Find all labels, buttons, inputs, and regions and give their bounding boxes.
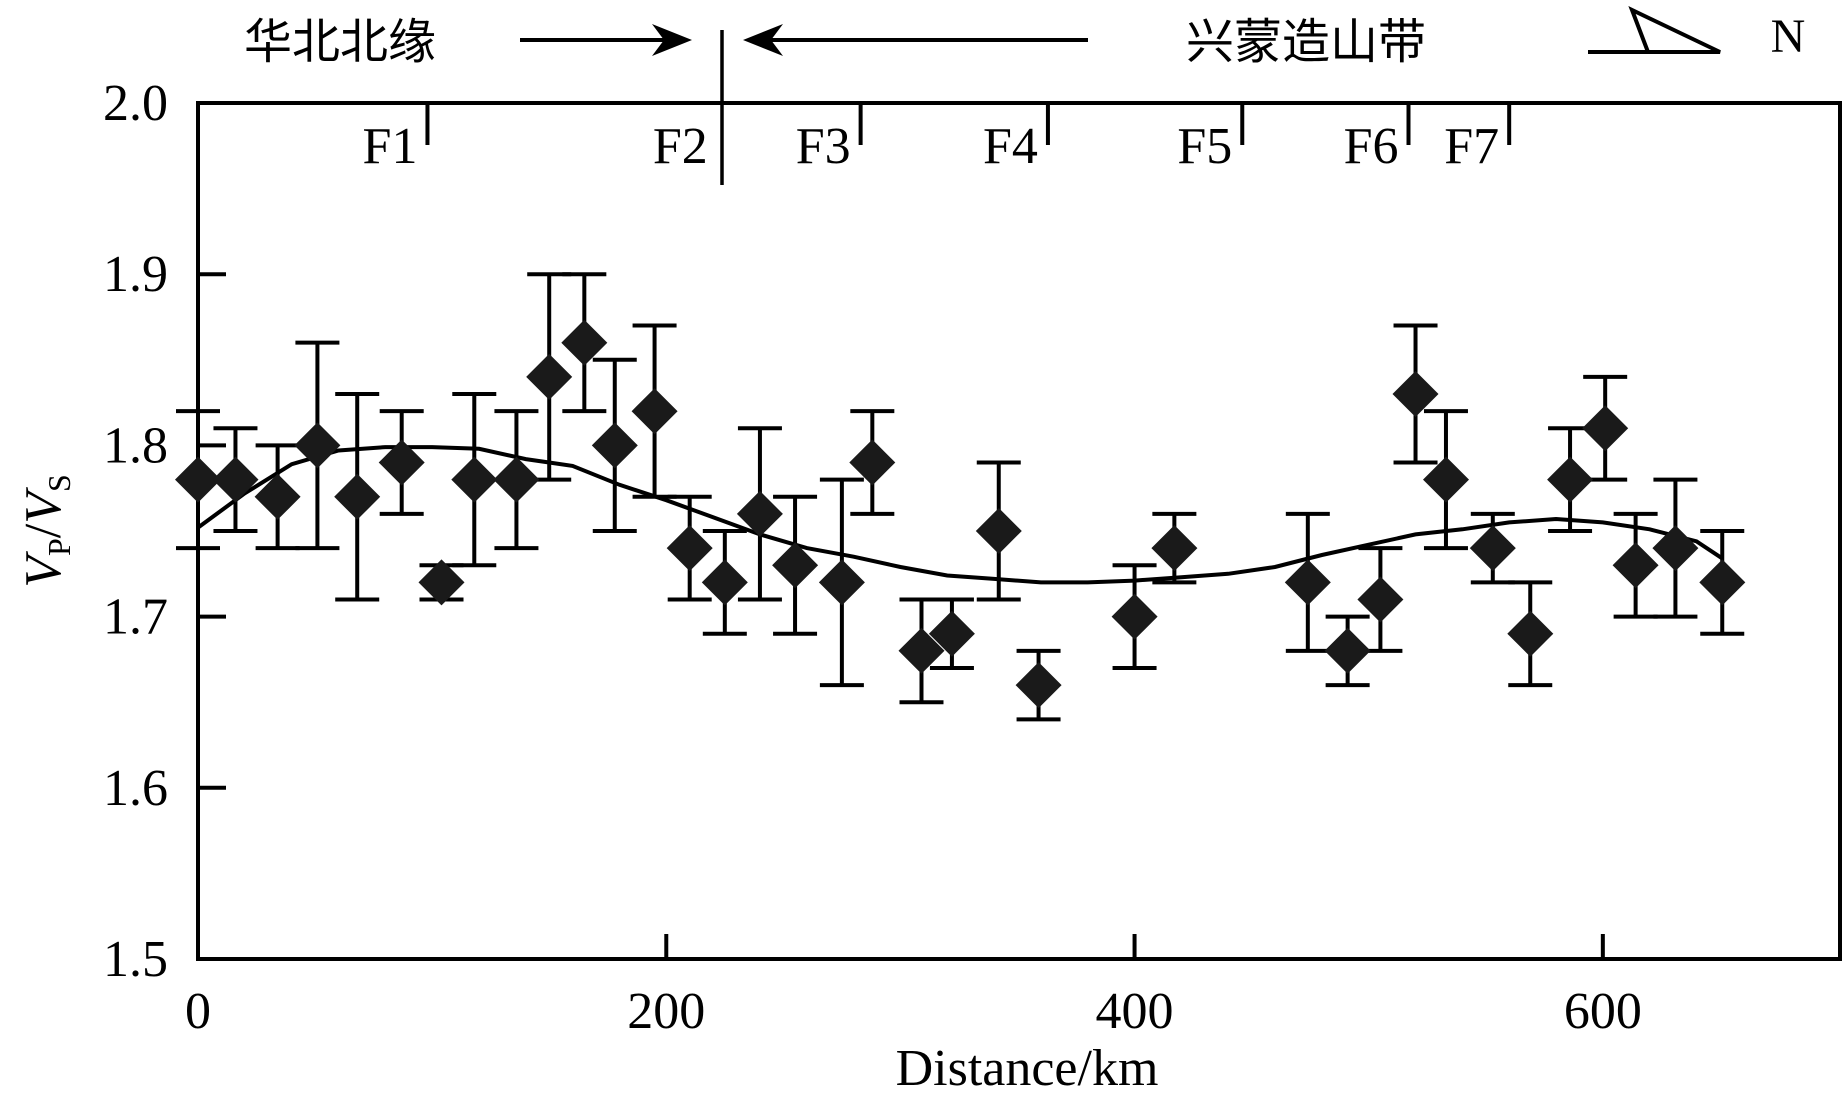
smoothed-curve bbox=[196, 445, 1724, 585]
data-point bbox=[1469, 525, 1516, 572]
fault-markers: F1 F2 F3 F4 F5 F6 F7 bbox=[363, 103, 1512, 175]
data-point bbox=[1582, 405, 1629, 452]
data-point bbox=[591, 422, 638, 469]
data-point bbox=[561, 319, 608, 366]
data-point bbox=[928, 610, 975, 657]
y-tick-label: 1.7 bbox=[103, 589, 168, 646]
y-title-v1: V bbox=[15, 551, 72, 588]
fault-label: F3 bbox=[796, 118, 851, 175]
data-point bbox=[493, 456, 540, 503]
data-point bbox=[666, 525, 713, 572]
data-point bbox=[1699, 559, 1746, 606]
data-point bbox=[254, 473, 301, 520]
data-point bbox=[1284, 559, 1331, 606]
data-point bbox=[294, 422, 341, 469]
y-tick-label: 2.0 bbox=[103, 75, 168, 132]
y-title-sub1: P bbox=[41, 538, 77, 556]
data-point bbox=[631, 388, 678, 435]
y-tick-label: 1.8 bbox=[103, 417, 168, 474]
y-tick-label: 1.5 bbox=[103, 931, 168, 988]
y-tick-label: 1.9 bbox=[103, 246, 168, 303]
data-point bbox=[1652, 525, 1699, 572]
y-axis: 1.5 1.6 1.7 1.8 1.9 2.0 bbox=[103, 75, 226, 988]
x-axis: 0 200 400 600 bbox=[185, 934, 1642, 1040]
region-label-north-china: 华北北缘 bbox=[244, 14, 436, 70]
data-point bbox=[175, 456, 221, 503]
data-point bbox=[1392, 371, 1439, 417]
data-point bbox=[1324, 627, 1371, 674]
data-point bbox=[849, 439, 896, 486]
data-point bbox=[526, 353, 573, 400]
y-title-v2: V bbox=[15, 487, 72, 524]
data-points bbox=[175, 319, 1746, 709]
data-point bbox=[1151, 525, 1198, 572]
x-tick-label: 600 bbox=[1564, 983, 1642, 1040]
arrow-right-icon bbox=[520, 24, 692, 56]
svg-text:VP/VS: VP/VS bbox=[15, 474, 77, 588]
error-bars bbox=[176, 272, 1745, 722]
region-label-orogenic-belt: 兴蒙造山带 bbox=[1186, 14, 1426, 70]
y-title-sub2: S bbox=[41, 474, 77, 492]
fault-label: F6 bbox=[1344, 118, 1399, 175]
data-point bbox=[1507, 610, 1554, 657]
north-arrow-icon bbox=[1588, 6, 1721, 54]
data-point bbox=[975, 508, 1022, 554]
fault-label: F5 bbox=[1177, 118, 1232, 175]
data-point bbox=[772, 542, 819, 589]
data-point bbox=[378, 439, 425, 486]
y-title-slash: / bbox=[15, 523, 72, 538]
data-point bbox=[1111, 593, 1158, 640]
fault-label: F7 bbox=[1444, 118, 1499, 175]
x-tick-label: 400 bbox=[1096, 983, 1174, 1040]
data-point bbox=[212, 456, 259, 503]
data-point bbox=[451, 456, 498, 503]
data-point bbox=[334, 473, 381, 520]
y-tick-label: 1.6 bbox=[103, 760, 168, 817]
arrow-left-icon bbox=[743, 24, 1088, 56]
x-tick-label: 200 bbox=[627, 983, 705, 1040]
x-tick-label: 0 bbox=[185, 983, 211, 1040]
data-point bbox=[898, 627, 945, 674]
data-point bbox=[1015, 662, 1062, 709]
y-axis-title: VP/VS bbox=[15, 474, 77, 588]
fault-label: F2 bbox=[653, 118, 708, 175]
fault-label: F4 bbox=[983, 118, 1038, 175]
north-label: N bbox=[1771, 10, 1806, 63]
data-point bbox=[736, 490, 783, 537]
data-point bbox=[1357, 576, 1404, 623]
data-point bbox=[701, 559, 748, 606]
data-point bbox=[1547, 456, 1594, 503]
data-point bbox=[1612, 542, 1659, 589]
data-point bbox=[1423, 456, 1469, 503]
data-point bbox=[818, 559, 865, 606]
fault-label: F1 bbox=[363, 118, 418, 175]
data-point bbox=[418, 559, 465, 606]
x-axis-title: Distance/km bbox=[896, 1040, 1159, 1097]
